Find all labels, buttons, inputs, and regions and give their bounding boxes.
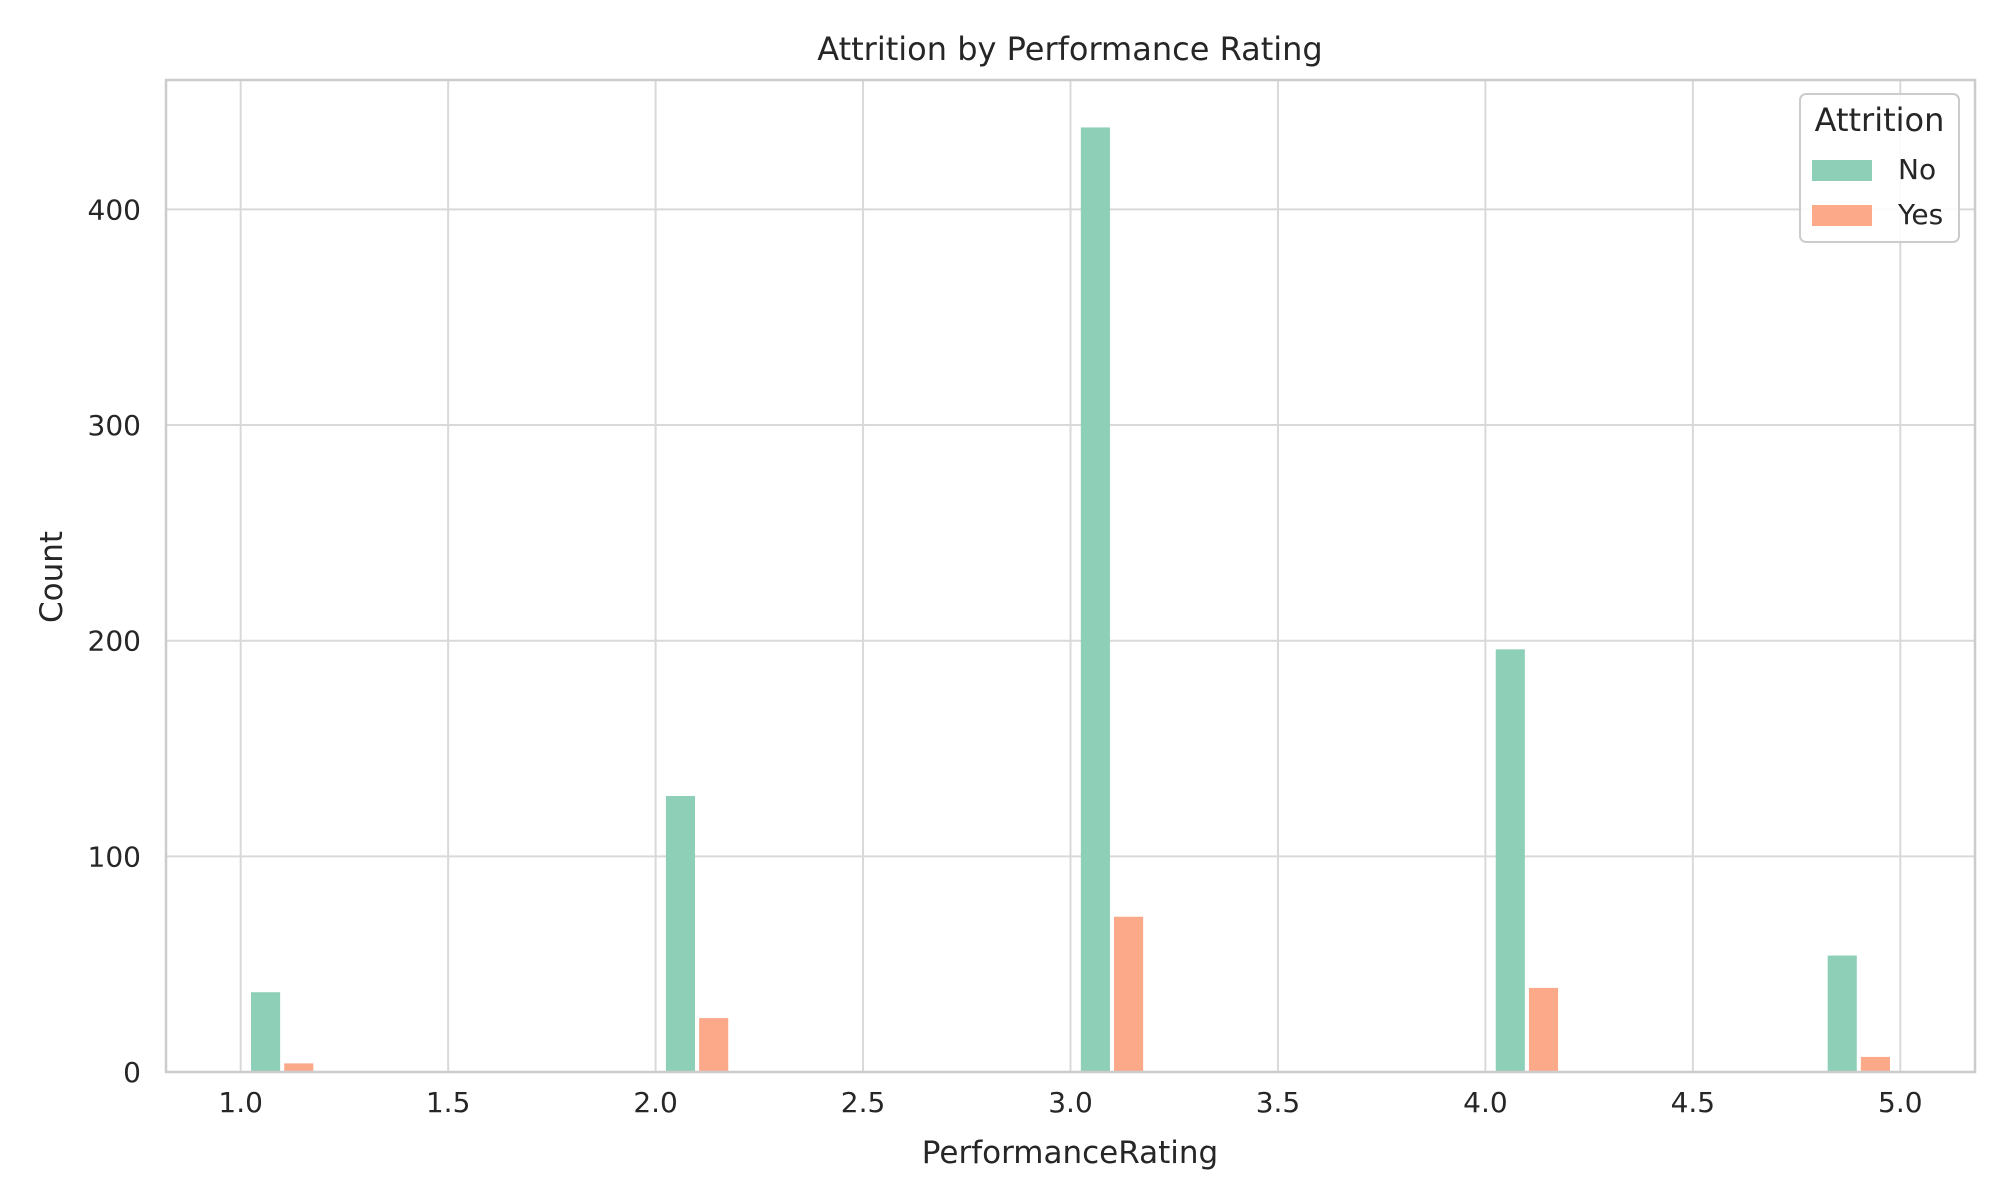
- x-tick-label: 4.0: [1463, 1086, 1508, 1119]
- legend-title: Attrition: [1815, 101, 1945, 139]
- x-tick-label: 2.5: [841, 1086, 886, 1119]
- y-tick-label: 200: [88, 625, 141, 658]
- legend-swatch-no: [1812, 160, 1872, 181]
- x-tick-label: 1.0: [218, 1086, 263, 1119]
- axes: [164, 78, 1977, 1074]
- bar-no: [1827, 955, 1857, 1072]
- x-axis-label: PerformanceRating: [922, 1135, 1218, 1171]
- bar-yes: [699, 1018, 729, 1072]
- grid: [166, 80, 1975, 1073]
- bar-no: [665, 795, 696, 1072]
- bar-no: [1495, 649, 1525, 1072]
- bar-yes: [1860, 1056, 1890, 1072]
- x-tick-label: 3.0: [1048, 1086, 1093, 1119]
- y-tick-label: 100: [88, 840, 141, 873]
- chart-title: Attrition by Performance Rating: [817, 30, 1322, 68]
- plot-frame: [164, 78, 1977, 1074]
- legend-label-yes: Yes: [1897, 198, 1943, 231]
- tick-labels: 1.0 1.5 2.0 2.5 3.0 3.5 4.0 4.5 5.0 0 100 200 300 400: [88, 193, 1923, 1119]
- bars: [251, 127, 1890, 1072]
- y-tick-label: 400: [88, 193, 141, 226]
- bar-yes: [284, 1063, 314, 1072]
- bar-no: [1080, 127, 1110, 1072]
- x-tick-label: 1.5: [426, 1086, 471, 1119]
- y-axis-label: Count: [34, 531, 70, 623]
- x-tick-label: 3.5: [1256, 1086, 1301, 1119]
- y-tick-label: 0: [123, 1056, 141, 1089]
- bar-yes: [1528, 987, 1559, 1072]
- x-tick-label: 4.5: [1671, 1086, 1716, 1119]
- legend-swatch-yes: [1812, 205, 1872, 226]
- bar-yes: [1114, 916, 1144, 1072]
- x-tick-label: 5.0: [1878, 1086, 1923, 1119]
- y-tick-label: 300: [88, 409, 141, 442]
- legend: Attrition No Yes: [1799, 93, 1960, 243]
- x-tick-label: 2.0: [633, 1086, 678, 1119]
- bar-no: [251, 992, 281, 1072]
- legend-label-no: No: [1898, 153, 1936, 186]
